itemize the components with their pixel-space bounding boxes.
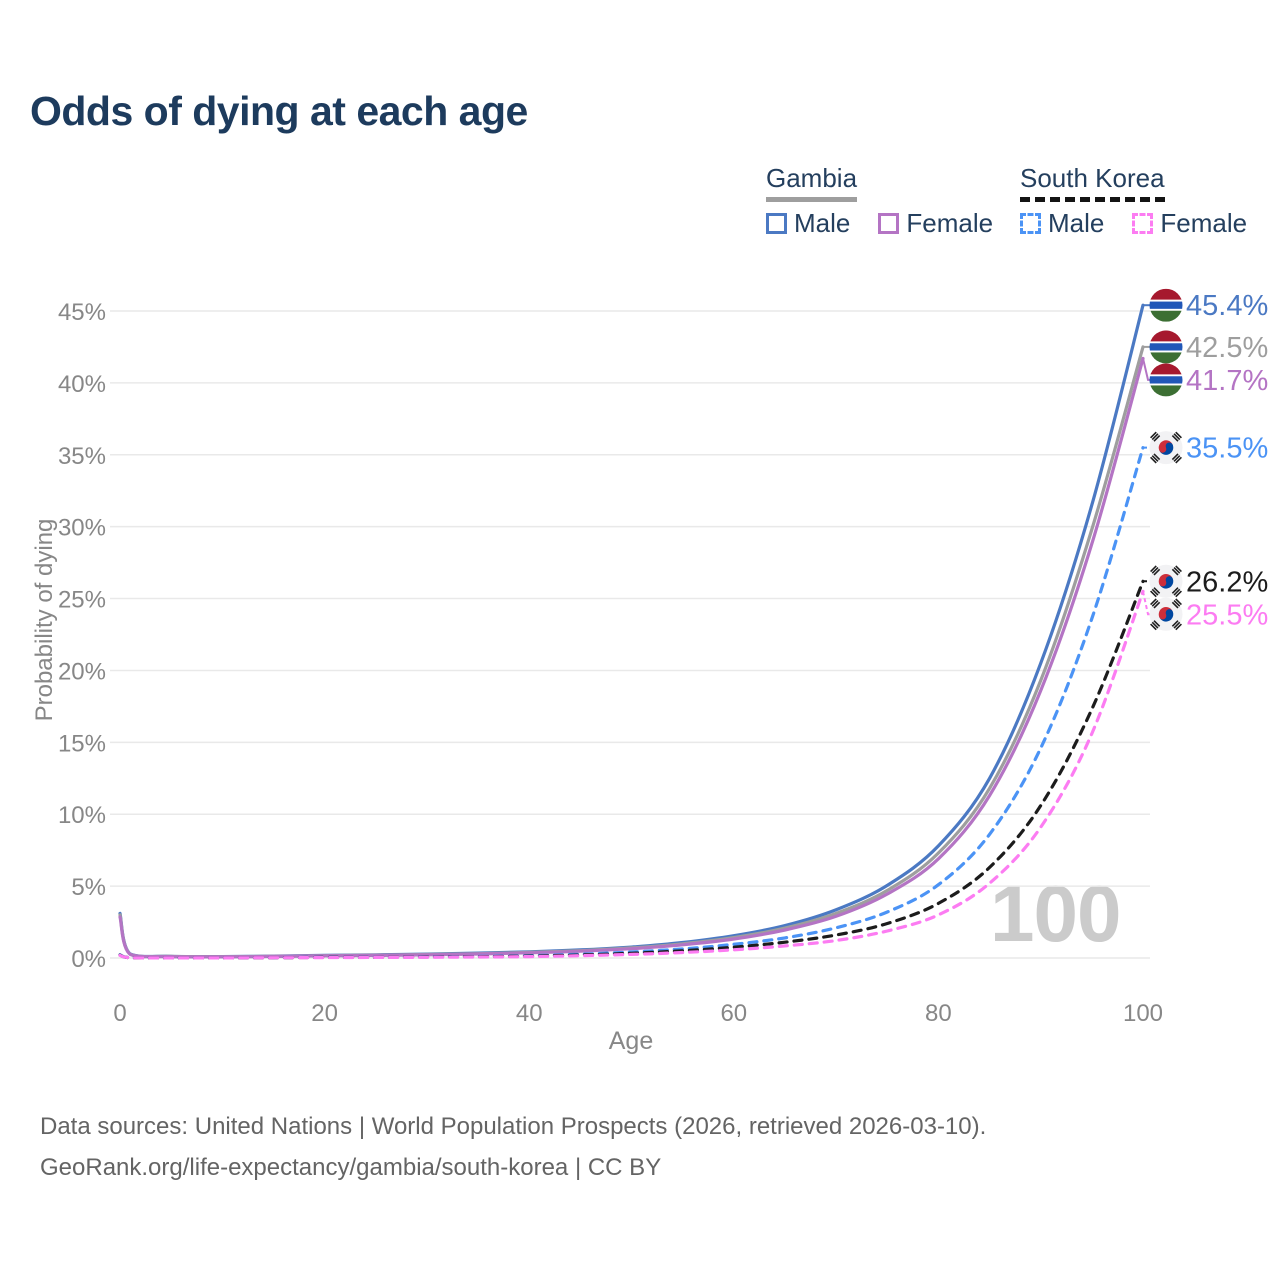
gambia-flag-white-stripe bbox=[1149, 350, 1183, 353]
korea-flag-taegeuk bbox=[1158, 574, 1174, 589]
y-tick-label-25: 25% bbox=[58, 587, 106, 614]
legend-group-gambia: Gambia Male Female bbox=[766, 163, 1013, 239]
korea-flag-trigram bbox=[1150, 453, 1161, 464]
legend-label-gambia-male: Male bbox=[794, 208, 851, 238]
series-line-south-korea-all[interactable] bbox=[118, 579, 1145, 960]
y-tick-label-10: 10% bbox=[58, 802, 106, 829]
gambia-flag-white-stripe bbox=[1149, 383, 1183, 386]
korea-flag-trigram bbox=[1150, 431, 1161, 442]
legend-item-gambia-male[interactable]: Male bbox=[766, 208, 850, 239]
series-line-gambia-male[interactable] bbox=[118, 303, 1145, 959]
end-label-gambia-all: 42.5% bbox=[1186, 332, 1268, 364]
korea-flag-trigram bbox=[1171, 587, 1182, 598]
korea-male-swatch-icon bbox=[1020, 213, 1041, 234]
south-korea-flag-icon bbox=[1149, 597, 1183, 631]
x-axis-title: Age bbox=[608, 1027, 654, 1055]
south-korea-flag-icon bbox=[1149, 564, 1183, 598]
gambia-flag-red-stripe bbox=[1149, 363, 1183, 375]
end-label-gambia-female: 41.7% bbox=[1186, 365, 1268, 397]
legend-label-korea-female: Female bbox=[1160, 208, 1248, 238]
gambia-flag-icon bbox=[1149, 288, 1183, 322]
footer-data-sources: Data sources: United Nations | World Pop… bbox=[40, 1113, 987, 1140]
legend-country-gambia[interactable]: Gambia bbox=[766, 163, 858, 202]
gambia-flag-blue-stripe bbox=[1149, 343, 1183, 351]
legend-group-south-korea: South Korea Male Female bbox=[1020, 163, 1267, 239]
gambia-female-swatch-icon bbox=[878, 213, 900, 234]
korea-flag-trigram bbox=[1171, 620, 1182, 631]
gambia-flag-white-stripe bbox=[1149, 299, 1183, 302]
chart-canvas: 0% 5% 10% 15% 20% 25% 30% 35% 40% 45% 0 20 40 60 80 100… bbox=[58, 288, 1268, 1027]
footer: Data sources: United Nations | World Pop… bbox=[40, 1106, 986, 1188]
korea-flag-trigram bbox=[1171, 431, 1182, 442]
gambia-flag-white-stripe bbox=[1149, 341, 1183, 344]
series-line-gambia-female[interactable] bbox=[118, 356, 1145, 959]
legend-label-korea-male: Male bbox=[1048, 208, 1105, 238]
gambia-male-swatch-icon bbox=[766, 213, 787, 234]
legend-item-korea-male[interactable]: Male bbox=[1020, 208, 1104, 239]
x-tick-label-100: 100 bbox=[1123, 1000, 1163, 1027]
y-tick-label-30: 30% bbox=[58, 515, 106, 542]
end-label-gambia-male: 45.4% bbox=[1186, 290, 1268, 322]
legend-item-gambia-female[interactable]: Female bbox=[878, 208, 993, 239]
gambia-flag-green-stripe bbox=[1149, 352, 1183, 364]
age-counter-watermark: 100 bbox=[990, 869, 1121, 958]
x-tick-label-60: 60 bbox=[720, 1000, 747, 1027]
end-label-south-korea-female: 25.5% bbox=[1186, 599, 1268, 631]
gambia-flag-green-stripe bbox=[1149, 385, 1183, 397]
gambia-flag-white-stripe bbox=[1149, 374, 1183, 377]
series-lines bbox=[118, 303, 1145, 960]
gambia-flag-white-stripe bbox=[1149, 308, 1183, 311]
x-tick-label-20: 20 bbox=[311, 1000, 338, 1027]
gambia-flag-icon bbox=[1149, 363, 1183, 397]
footer-attribution: GeoRank.org/life-expectancy/gambia/south… bbox=[40, 1154, 662, 1181]
y-tick-label-45: 45% bbox=[58, 299, 106, 326]
korea-flag-trigram bbox=[1150, 620, 1161, 631]
legend-country-south-korea[interactable]: South Korea bbox=[1020, 163, 1165, 202]
gambia-flag-red-stripe bbox=[1149, 330, 1183, 342]
end-label-south-korea-all: 26.2% bbox=[1186, 566, 1268, 598]
end-label-south-korea-male: 35.5% bbox=[1186, 433, 1268, 465]
x-tick-label-40: 40 bbox=[516, 1000, 543, 1027]
gridlines: 0% 5% 10% 15% 20% 25% 30% 35% 40% 45% 0 20 40 60 80 100 bbox=[58, 299, 1163, 1027]
y-tick-label-5: 5% bbox=[71, 874, 106, 901]
korea-flag-trigram bbox=[1150, 587, 1161, 598]
end-label-connector bbox=[1142, 591, 1152, 616]
korea-flag-taegeuk bbox=[1158, 607, 1174, 622]
page-title: Odds of dying at each age bbox=[30, 88, 528, 134]
gambia-flag-blue-stripe bbox=[1149, 301, 1183, 309]
x-tick-label-80: 80 bbox=[925, 1000, 952, 1027]
y-tick-label-15: 15% bbox=[58, 730, 106, 757]
gambia-flag-green-stripe bbox=[1149, 310, 1183, 322]
korea-flag-trigram bbox=[1171, 565, 1182, 576]
korea-female-swatch-icon bbox=[1132, 213, 1154, 234]
gambia-flag-red-stripe bbox=[1149, 288, 1183, 300]
korea-flag-trigram bbox=[1171, 453, 1182, 464]
y-tick-label-35: 35% bbox=[58, 443, 106, 470]
korea-flag-taegeuk bbox=[1158, 440, 1174, 455]
x-tick-label-0: 0 bbox=[113, 1000, 126, 1027]
south-korea-flag-icon bbox=[1149, 431, 1183, 465]
legend-label-gambia-female: Female bbox=[906, 208, 994, 238]
y-tick-label-20: 20% bbox=[58, 658, 106, 685]
gambia-flag-icon bbox=[1149, 330, 1183, 364]
gambia-flag-blue-stripe bbox=[1149, 376, 1183, 384]
korea-flag-trigram bbox=[1171, 598, 1182, 609]
korea-flag-trigram bbox=[1150, 565, 1161, 576]
y-tick-label-40: 40% bbox=[58, 371, 106, 398]
series-line-south-korea-female[interactable] bbox=[118, 589, 1145, 960]
y-tick-label-0: 0% bbox=[71, 946, 106, 973]
legend-item-korea-female[interactable]: Female bbox=[1132, 208, 1247, 239]
korea-flag-trigram bbox=[1150, 598, 1161, 609]
